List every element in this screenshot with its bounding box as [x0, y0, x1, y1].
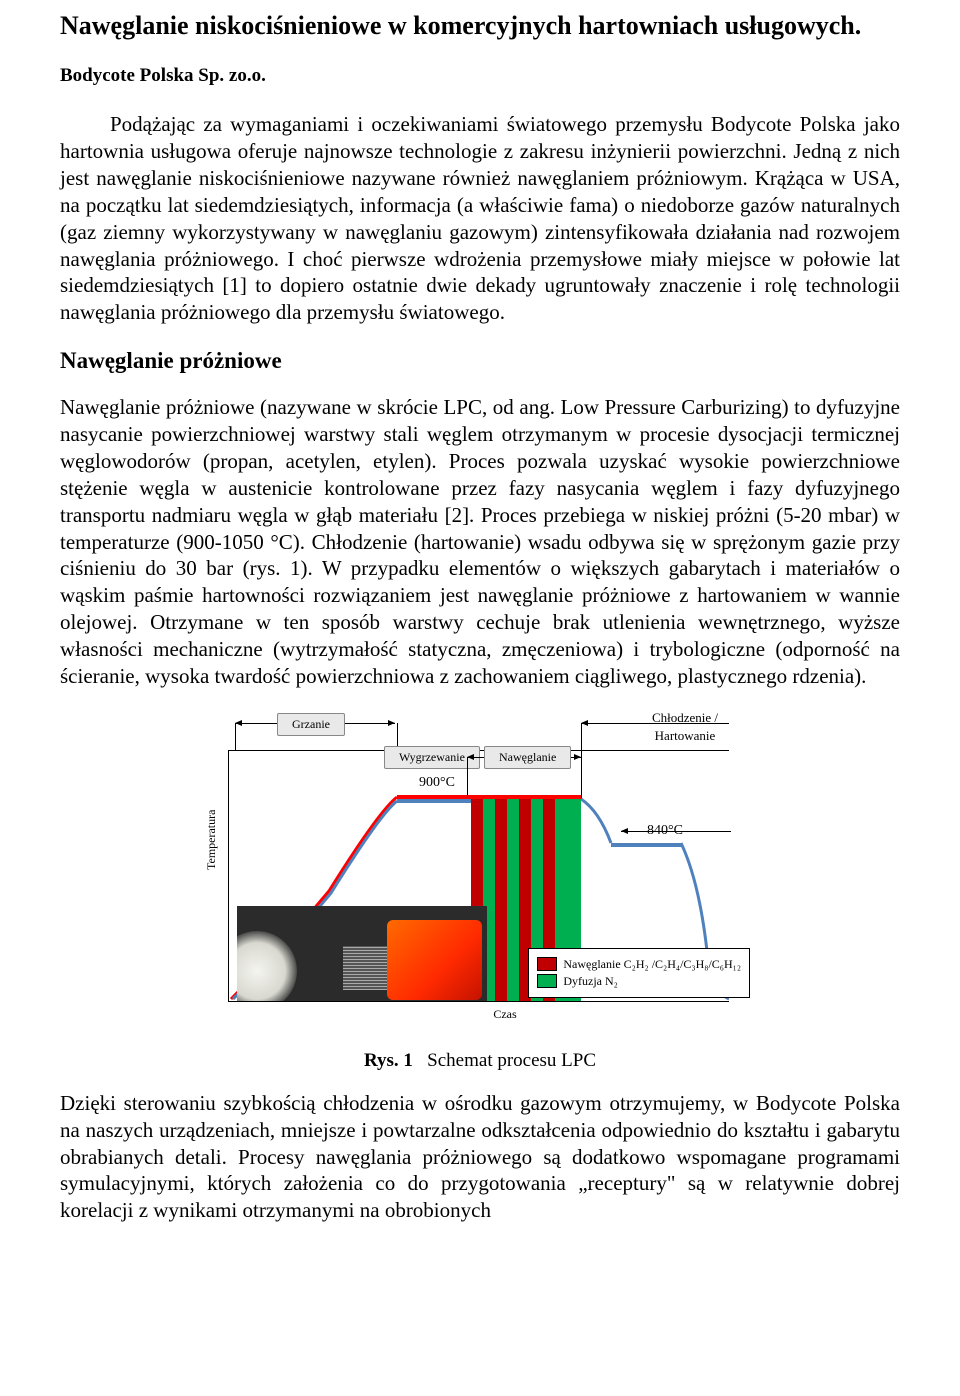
legend-label-carb: Nawęglanie C₂H₂ /C₂H₄/C₃H₈/C₆H₁₂	[563, 957, 741, 972]
photo-furnace-2	[337, 906, 487, 1001]
paragraph-3: Dzięki sterowaniu szybkością chłodzenia …	[60, 1090, 900, 1224]
figure-caption: Rys. 1 Schemat procesu LPC	[200, 1050, 760, 1072]
arrow-840	[621, 831, 731, 832]
arrow-chlodzenie	[581, 723, 729, 724]
phase-tag-naweglanie: Nawęglanie	[484, 746, 571, 769]
top-right-phase-label: Chłodzenie / Hartowanie	[610, 710, 760, 744]
phase-bar	[495, 799, 507, 1001]
chart: Chłodzenie / Hartowanie Grzanie Wygrzewa…	[200, 710, 760, 1040]
section-heading: Nawęglanie próżniowe	[60, 348, 900, 374]
y-axis-label: Temperatura	[204, 809, 219, 869]
legend-swatch-carb	[537, 957, 557, 971]
line-840-blue	[611, 843, 681, 847]
photo-furnace-1	[237, 906, 337, 1001]
label-900c: 900°C	[419, 775, 455, 791]
author-line: Bodycote Polska Sp. zo.o.	[60, 65, 900, 87]
figure-lpc-schema: Chłodzenie / Hartowanie Grzanie Wygrzewa…	[200, 710, 760, 1072]
x-axis-label: Czas	[250, 1007, 760, 1022]
legend-swatch-diff	[537, 974, 557, 988]
page-title: Nawęglanie niskociśnieniowe w komercyjny…	[60, 10, 900, 41]
phase-bar	[507, 799, 519, 1001]
paragraph-intro: Podążając za wymaganiami i oczekiwaniami…	[60, 111, 900, 326]
paragraph-2: Nawęglanie próżniowe (nazywane w skrócie…	[60, 394, 900, 690]
phase-tag-wygrzewanie: Wygrzewanie	[384, 746, 480, 769]
legend: Nawęglanie C₂H₂ /C₂H₄/C₃H₈/C₆H₁₂ Dyfuzja…	[528, 948, 750, 998]
phase-tag-grzanie: Grzanie	[277, 713, 345, 736]
legend-label-diff: Dyfuzja N₂	[563, 974, 618, 989]
